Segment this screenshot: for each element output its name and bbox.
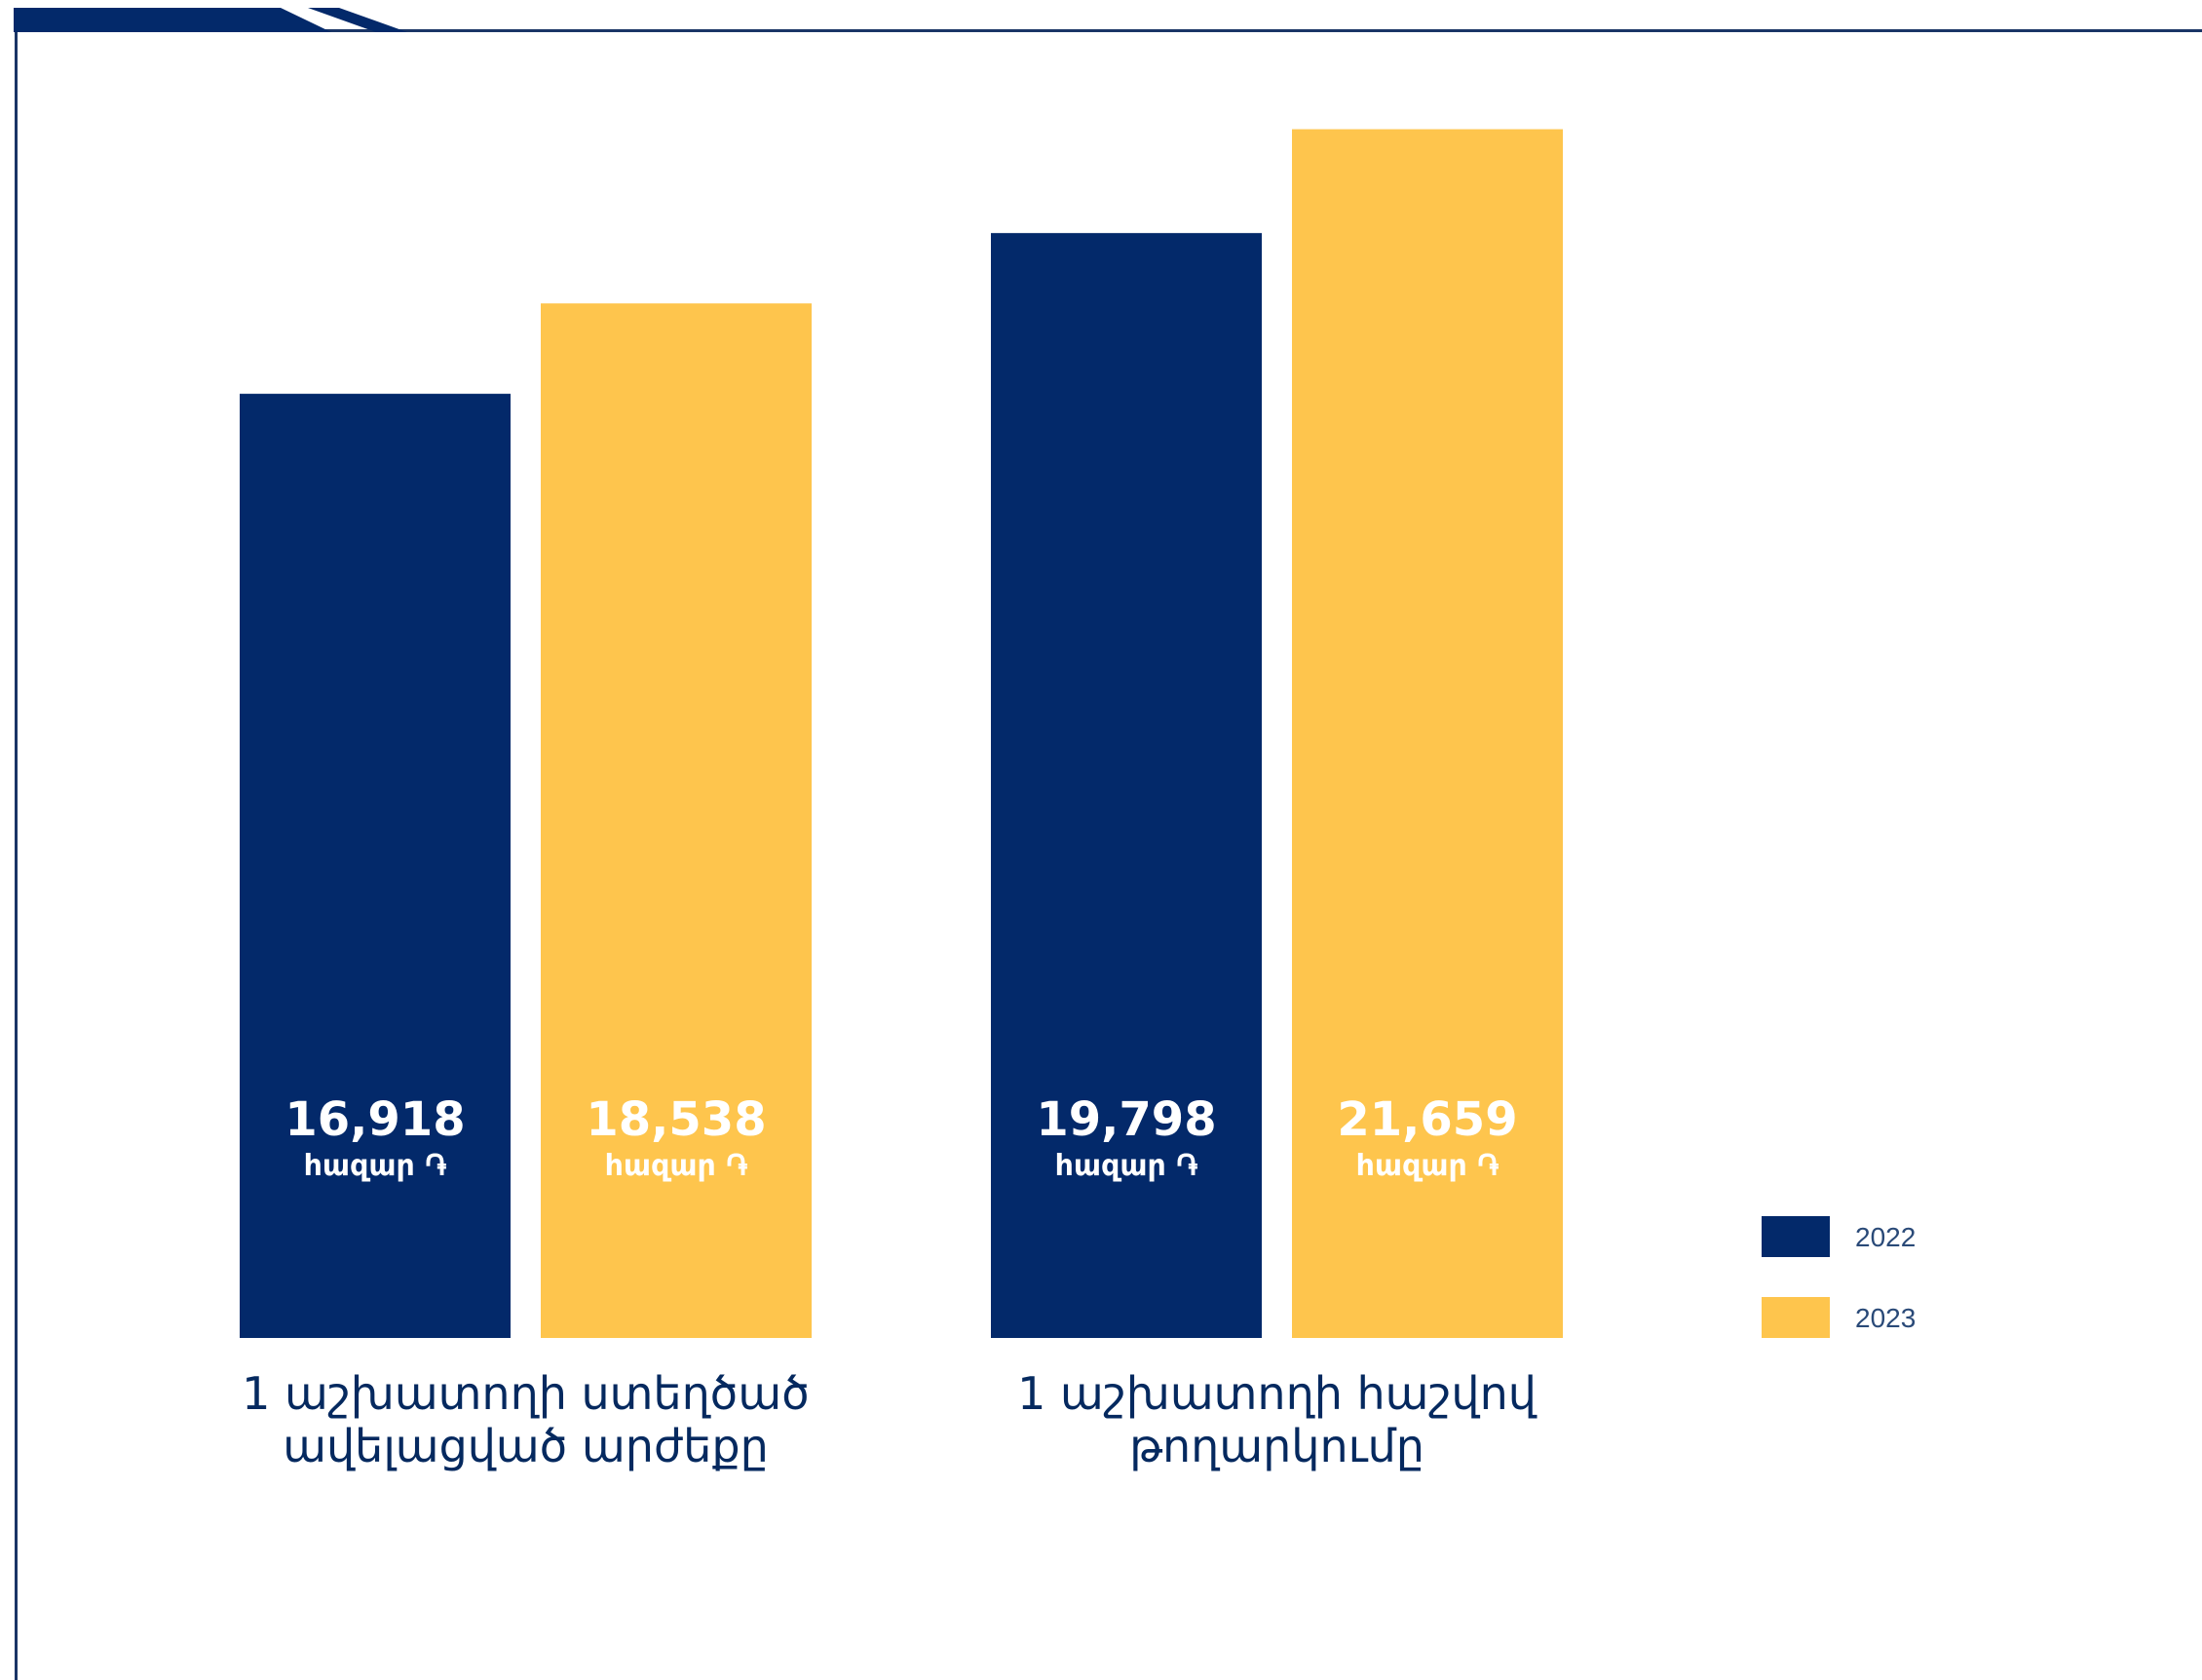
legend-swatch-2022 [1762, 1216, 1830, 1257]
bar-2022-1 [240, 394, 511, 1338]
bar-value-label: 19,798 [1036, 1092, 1216, 1147]
category-label: թողարկումը [1129, 1420, 1424, 1472]
frame-corner-tab [14, 8, 331, 32]
bar-value-unit: հազար ֏ [605, 1149, 748, 1183]
legend: 2022 2023 [1762, 1216, 1916, 1338]
bars-group [240, 129, 1563, 1338]
legend-label-2022: 2022 [1855, 1222, 1916, 1252]
category-label: ավելացված արժեքը [283, 1420, 769, 1472]
bar-value-unit: հազար ֏ [1055, 1149, 1198, 1183]
bar-value-unit: հազար ֏ [304, 1149, 447, 1183]
bar-2022-2 [991, 233, 1262, 1338]
legend-label-2023: 2023 [1855, 1303, 1916, 1333]
legend-swatch-2023 [1762, 1297, 1830, 1338]
bar-value-label: 18,538 [586, 1092, 766, 1147]
bar-value-label: 16,918 [285, 1092, 465, 1147]
bar-value-unit: հազար ֏ [1356, 1149, 1500, 1183]
category-label: 1 աշխատողի ստեղծած [242, 1367, 810, 1420]
bar-value-label: 21,659 [1337, 1092, 1517, 1147]
bar-2023-1 [541, 303, 812, 1338]
bar-2023-2 [1292, 129, 1563, 1338]
frame-corner-stripe [308, 8, 407, 32]
category-label: 1 աշխատողի հաշվով [1017, 1367, 1538, 1420]
